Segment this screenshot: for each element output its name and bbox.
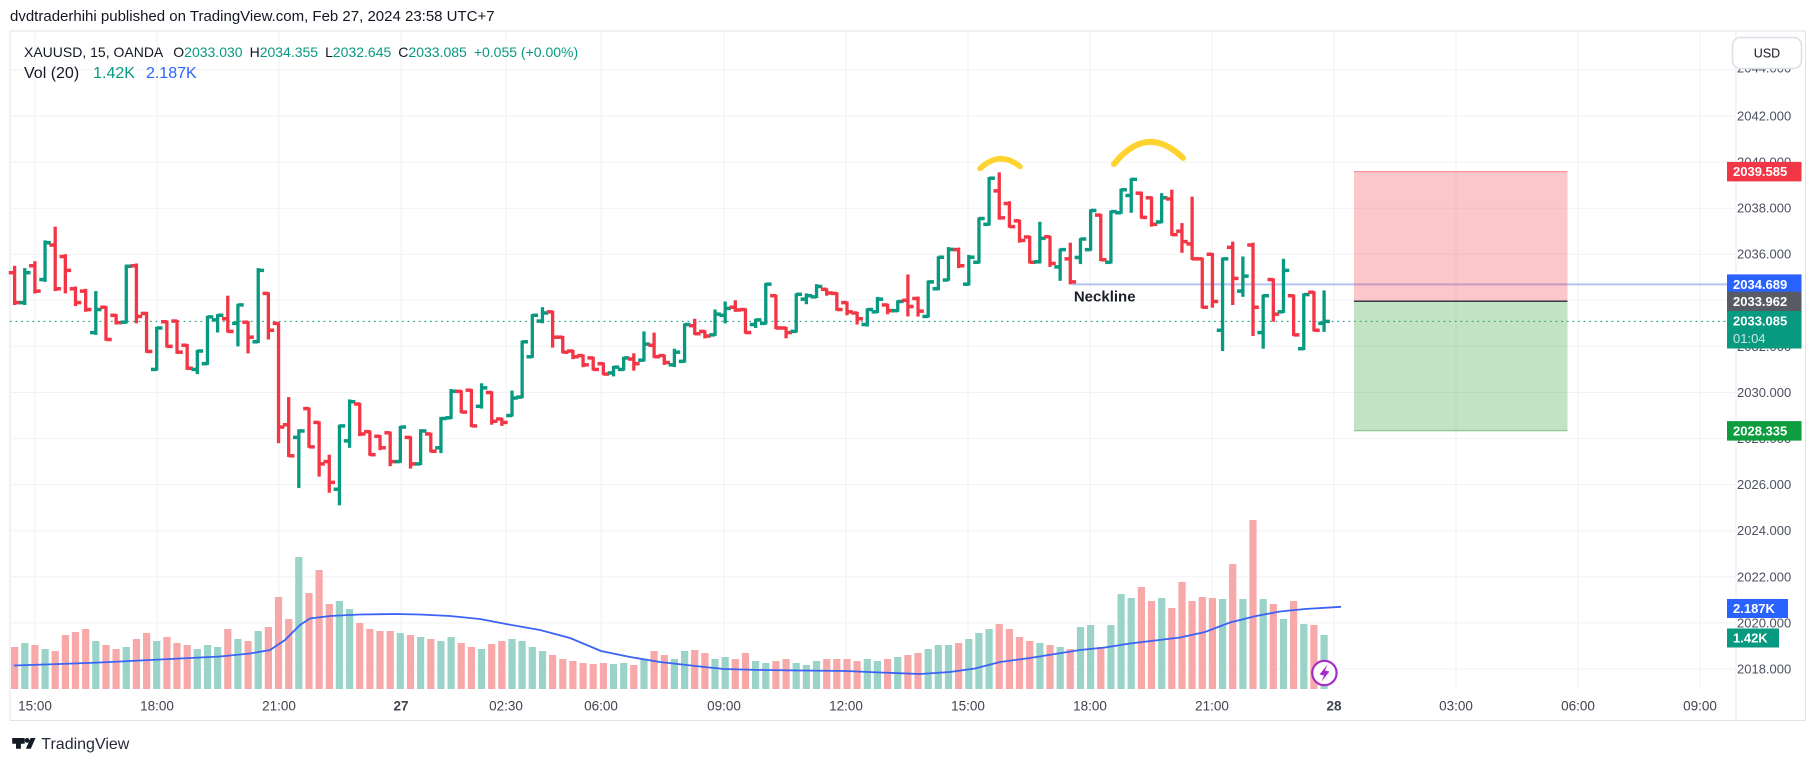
svg-text:2028.335: 2028.335	[1733, 423, 1787, 438]
svg-text:12:00: 12:00	[829, 699, 863, 714]
svg-text:2024.000: 2024.000	[1737, 523, 1791, 538]
svg-text:27: 27	[393, 699, 408, 714]
svg-text:15:00: 15:00	[951, 699, 985, 714]
svg-text:21:00: 21:00	[262, 699, 296, 714]
svg-text:Neckline: Neckline	[1074, 289, 1136, 306]
svg-text:2038.000: 2038.000	[1737, 201, 1791, 216]
svg-text:06:00: 06:00	[584, 699, 618, 714]
svg-text:2022.000: 2022.000	[1737, 569, 1791, 584]
svg-text:2042.000: 2042.000	[1737, 109, 1791, 124]
svg-text:01:04: 01:04	[1733, 331, 1766, 346]
svg-text:15:00: 15:00	[18, 699, 52, 714]
svg-text:03:00: 03:00	[1439, 699, 1473, 714]
svg-text:09:00: 09:00	[1683, 699, 1717, 714]
svg-text:2034.689: 2034.689	[1733, 277, 1787, 292]
svg-text:18:00: 18:00	[140, 699, 174, 714]
svg-text:2033.085: 2033.085	[1733, 314, 1787, 329]
svg-text:09:00: 09:00	[707, 699, 741, 714]
svg-text:dvdtraderhihi published on Tra: dvdtraderhihi published on TradingView.c…	[10, 8, 495, 25]
svg-text:2.187K: 2.187K	[1733, 601, 1776, 616]
svg-text:USD: USD	[1754, 47, 1780, 61]
svg-text:06:00: 06:00	[1561, 699, 1595, 714]
svg-text:2018.000: 2018.000	[1737, 662, 1791, 677]
svg-text:18:00: 18:00	[1073, 699, 1107, 714]
svg-text:02:30: 02:30	[489, 699, 523, 714]
svg-text:TradingView: TradingView	[41, 736, 129, 753]
svg-text:2036.000: 2036.000	[1737, 247, 1791, 262]
svg-text:2033.962: 2033.962	[1733, 294, 1787, 309]
svg-text:21:00: 21:00	[1195, 699, 1229, 714]
svg-text:2030.000: 2030.000	[1737, 385, 1791, 400]
svg-text:28: 28	[1326, 699, 1342, 714]
svg-text:2039.585: 2039.585	[1733, 164, 1787, 179]
svg-text:2020.000: 2020.000	[1737, 615, 1791, 630]
svg-text:1.42K: 1.42K	[1733, 631, 1768, 646]
svg-text:2026.000: 2026.000	[1737, 477, 1791, 492]
